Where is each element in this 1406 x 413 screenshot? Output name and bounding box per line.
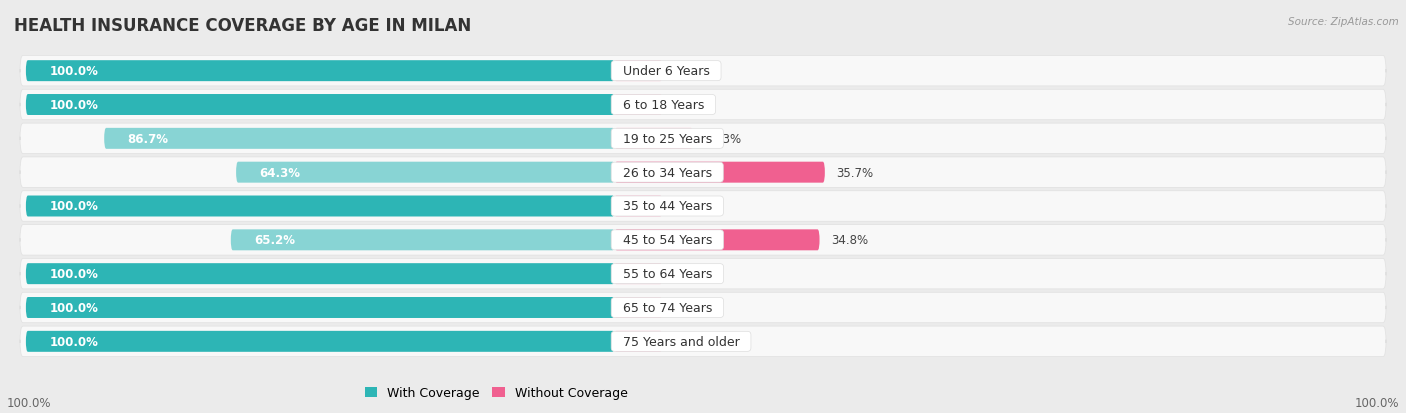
FancyBboxPatch shape — [20, 158, 1386, 188]
Text: 100.0%: 100.0% — [49, 200, 98, 213]
Text: 45 to 54 Years: 45 to 54 Years — [614, 234, 720, 247]
Text: 34.8%: 34.8% — [831, 234, 869, 247]
FancyBboxPatch shape — [25, 196, 614, 217]
FancyBboxPatch shape — [236, 162, 614, 183]
Text: 19 to 25 Years: 19 to 25 Years — [614, 133, 720, 145]
Text: 100.0%: 100.0% — [7, 396, 52, 409]
Text: 26 to 34 Years: 26 to 34 Years — [614, 166, 720, 179]
Text: 35.7%: 35.7% — [837, 166, 873, 179]
Text: 64.3%: 64.3% — [260, 166, 301, 179]
Text: 13.3%: 13.3% — [704, 133, 742, 145]
FancyBboxPatch shape — [104, 128, 614, 150]
FancyBboxPatch shape — [231, 230, 614, 251]
Text: HEALTH INSURANCE COVERAGE BY AGE IN MILAN: HEALTH INSURANCE COVERAGE BY AGE IN MILA… — [14, 17, 471, 34]
Text: 0.0%: 0.0% — [673, 99, 703, 112]
Text: 100.0%: 100.0% — [49, 268, 98, 280]
Text: 0.0%: 0.0% — [673, 335, 703, 348]
Text: 65.2%: 65.2% — [254, 234, 295, 247]
Text: 55 to 64 Years: 55 to 64 Years — [614, 268, 720, 280]
FancyBboxPatch shape — [614, 230, 820, 251]
Text: 65 to 74 Years: 65 to 74 Years — [614, 301, 720, 314]
FancyBboxPatch shape — [25, 61, 614, 82]
FancyBboxPatch shape — [20, 191, 1386, 222]
Text: Source: ZipAtlas.com: Source: ZipAtlas.com — [1288, 17, 1399, 26]
FancyBboxPatch shape — [25, 95, 614, 116]
FancyBboxPatch shape — [20, 56, 1386, 87]
FancyBboxPatch shape — [614, 95, 662, 116]
Text: Under 6 Years: Under 6 Years — [614, 65, 717, 78]
FancyBboxPatch shape — [614, 162, 825, 183]
FancyBboxPatch shape — [20, 124, 1386, 154]
FancyBboxPatch shape — [614, 331, 662, 352]
FancyBboxPatch shape — [20, 326, 1386, 357]
FancyBboxPatch shape — [25, 297, 614, 318]
FancyBboxPatch shape — [614, 61, 662, 82]
Text: 100.0%: 100.0% — [49, 99, 98, 112]
Text: 100.0%: 100.0% — [49, 301, 98, 314]
Text: 75 Years and older: 75 Years and older — [614, 335, 748, 348]
FancyBboxPatch shape — [614, 263, 662, 285]
FancyBboxPatch shape — [20, 90, 1386, 121]
Text: 0.0%: 0.0% — [673, 268, 703, 280]
Text: 0.0%: 0.0% — [673, 65, 703, 78]
Legend: With Coverage, Without Coverage: With Coverage, Without Coverage — [360, 381, 633, 404]
Text: 35 to 44 Years: 35 to 44 Years — [614, 200, 720, 213]
Text: 0.0%: 0.0% — [673, 301, 703, 314]
Text: 100.0%: 100.0% — [49, 65, 98, 78]
FancyBboxPatch shape — [614, 297, 662, 318]
FancyBboxPatch shape — [614, 196, 662, 217]
FancyBboxPatch shape — [20, 292, 1386, 323]
Text: 6 to 18 Years: 6 to 18 Years — [614, 99, 711, 112]
FancyBboxPatch shape — [25, 331, 614, 352]
FancyBboxPatch shape — [20, 225, 1386, 255]
Text: 0.0%: 0.0% — [673, 200, 703, 213]
Text: 100.0%: 100.0% — [1354, 396, 1399, 409]
FancyBboxPatch shape — [20, 259, 1386, 289]
Text: 86.7%: 86.7% — [128, 133, 169, 145]
Text: 100.0%: 100.0% — [49, 335, 98, 348]
FancyBboxPatch shape — [25, 263, 614, 285]
FancyBboxPatch shape — [614, 128, 693, 150]
